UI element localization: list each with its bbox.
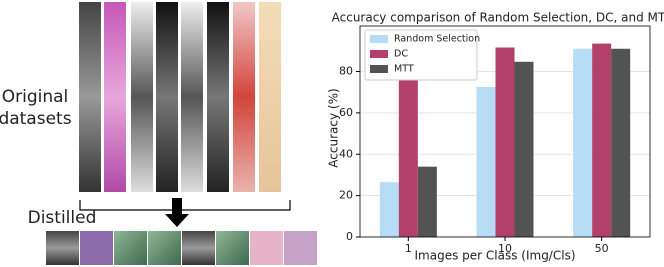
dataset-strip bbox=[207, 2, 229, 192]
distilled-image bbox=[80, 231, 113, 265]
bar bbox=[573, 48, 593, 238]
dataset-strip bbox=[181, 2, 203, 192]
bar bbox=[398, 80, 418, 238]
y-tick-label: 80 bbox=[339, 65, 353, 78]
y-tick-label: 40 bbox=[339, 147, 353, 160]
bar bbox=[514, 61, 534, 237]
y-tick-label: 60 bbox=[339, 106, 353, 119]
bar bbox=[379, 182, 399, 237]
dataset-strip bbox=[259, 2, 281, 192]
bar bbox=[476, 87, 496, 238]
legend-swatch bbox=[370, 65, 388, 73]
plot-frame bbox=[359, 25, 651, 238]
original-strips bbox=[79, 2, 281, 192]
original-label: Original datasets bbox=[0, 87, 72, 129]
distilled-label: Distilled bbox=[28, 208, 97, 228]
x-tick-label: 10 bbox=[498, 242, 512, 255]
distilled-images bbox=[46, 231, 317, 265]
dataset-strip bbox=[104, 2, 126, 192]
bar bbox=[495, 47, 515, 237]
bracket bbox=[79, 200, 291, 211]
chart-title: Accuracy comparison of Random Selection,… bbox=[332, 11, 664, 25]
distilled-image bbox=[148, 231, 181, 265]
legend: Random Selection DC MTT bbox=[364, 29, 480, 81]
y-tick-label: 0 bbox=[346, 230, 353, 243]
x-tick-label: 50 bbox=[595, 242, 609, 255]
legend-frame bbox=[364, 29, 478, 81]
dataset-strip bbox=[131, 2, 153, 192]
distilled-image bbox=[114, 231, 147, 265]
bar bbox=[592, 43, 612, 238]
dataset-strip bbox=[79, 2, 101, 192]
legend-swatch bbox=[370, 35, 388, 43]
bar bbox=[417, 166, 437, 237]
x-axis-label: Images per Class (Img/Cls) bbox=[415, 249, 576, 263]
x-tick-label: 1 bbox=[405, 242, 412, 255]
distilled-image bbox=[46, 231, 79, 265]
bar bbox=[611, 48, 631, 238]
y-axis-label: Accuracy (%) bbox=[327, 88, 341, 167]
dataset-strip bbox=[156, 2, 178, 192]
distilled-image bbox=[250, 231, 283, 265]
distilled-image bbox=[216, 231, 249, 265]
dataset-strip bbox=[233, 2, 255, 192]
legend-label: DC bbox=[394, 49, 408, 60]
distilled-image bbox=[182, 231, 215, 265]
y-tick-label: 20 bbox=[339, 189, 353, 202]
legend-label: MTT bbox=[394, 64, 414, 75]
arrow bbox=[165, 198, 189, 227]
legend-swatch bbox=[370, 50, 388, 58]
legend-label: Random Selection bbox=[394, 34, 480, 45]
distilled-image bbox=[284, 231, 317, 265]
